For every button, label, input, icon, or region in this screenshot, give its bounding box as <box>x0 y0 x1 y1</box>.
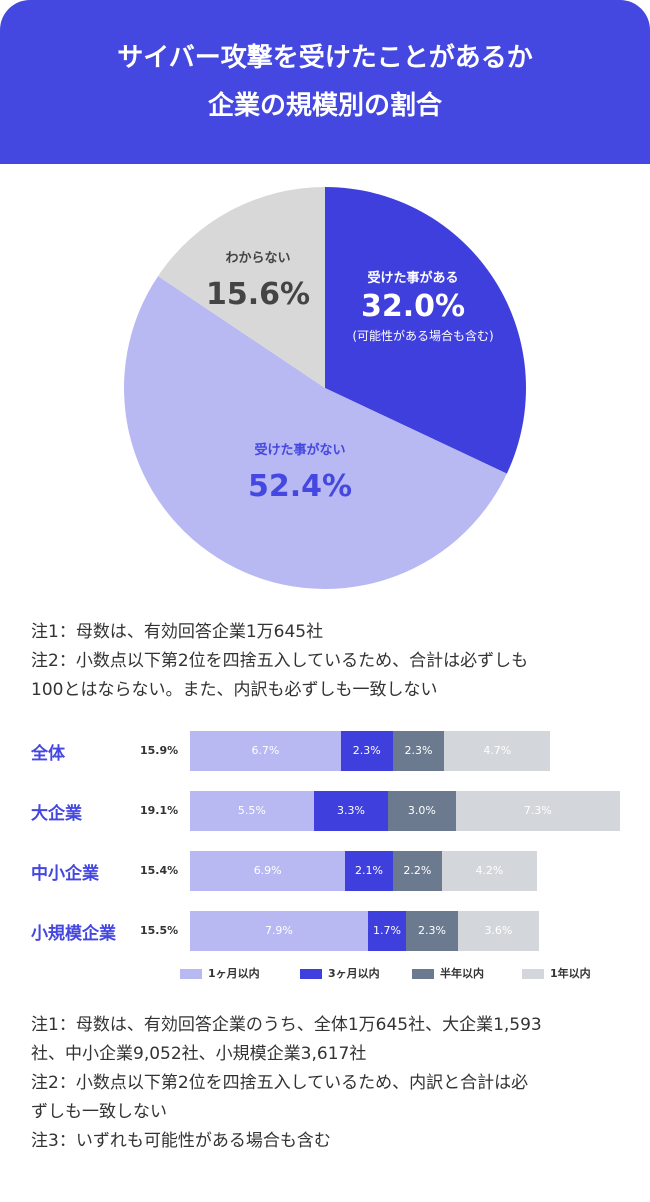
bar-row-small-segment: 2.3% <box>406 911 458 951</box>
pie-slice-value: 32.0% <box>361 289 465 324</box>
bar-row-all-segment: 2.3% <box>392 731 445 771</box>
title-banner: サイバー攻撃を受けたことがあるか 企業の規模別の割合 <box>0 0 650 164</box>
pie-slice-no <box>123 276 507 589</box>
legend-item: 1年以内 <box>522 965 591 981</box>
bar-row-large-total: 19.1% <box>140 804 179 817</box>
note-line: 注2：小数点以下第2位を四捨五入しているため、内訳と合計は必 <box>31 1073 529 1093</box>
note-line: 社、中小企業9,052社、小規模企業3,617社 <box>31 1044 367 1064</box>
bar-row-large-segment: 3.3% <box>313 791 389 831</box>
legend-swatch <box>180 969 202 979</box>
pie-slice-note: (可能性がある場合も含む) <box>352 328 493 343</box>
legend-label: 3ヶ月以内 <box>328 967 380 980</box>
bar-row-all-segment: 6.7% <box>190 731 341 771</box>
note-line: 注1：母数は、有効回答企業のうち、全体1万645社、大企業1,593 <box>31 1015 542 1035</box>
bar-row-large-segment: 5.5% <box>190 791 314 831</box>
bar-row-all-label: 全体 <box>31 744 65 764</box>
pie-slice-value: 15.6% <box>206 277 310 312</box>
pie-notes: 注1：母数は、有効回答企業1万645社 注2：小数点以下第2位を四捨五入している… <box>31 618 528 705</box>
legend-swatch <box>412 969 434 979</box>
legend-label: 1年以内 <box>550 967 591 980</box>
pie-slice-label: 受けた事がある <box>367 270 458 286</box>
bar-row-all-segment: 2.3% <box>340 731 393 771</box>
bar-row-all-segment: 4.7% <box>444 731 551 771</box>
pie-slice-value: 52.4% <box>248 469 352 504</box>
pie-slice-label: 受けた事がない <box>254 442 345 458</box>
bar-row-sme-total: 15.4% <box>140 864 179 877</box>
legend-item: 3ヶ月以内 <box>300 965 380 981</box>
note-line: 注1：母数は、有効回答企業1万645社 <box>31 622 324 642</box>
bar-row-large-segment: 7.3% <box>455 791 620 831</box>
note-line: 注2：小数点以下第2位を四捨五入しているため、合計は必ずしも <box>31 651 529 671</box>
legend-label: 半年以内 <box>440 967 484 980</box>
note-line: ずしも一致しない <box>31 1102 167 1122</box>
legend-swatch <box>300 969 322 979</box>
title-line-1: サイバー攻撃を受けたことがあるか <box>117 43 533 73</box>
legend-swatch <box>522 969 544 979</box>
bar-notes: 注1：母数は、有効回答企業のうち、全体1万645社、大企業1,593 社、中小企… <box>31 1011 542 1156</box>
bar-row-small-label: 小規模企業 <box>31 924 116 944</box>
pie-slice-unknown <box>158 187 325 388</box>
pie-slice-yes <box>325 187 526 474</box>
note-line: 注3：いずれも可能性がある場合も含む <box>31 1131 331 1151</box>
bar-row-small-total: 15.5% <box>140 924 179 937</box>
bar-row-large-segment: 3.0% <box>388 791 456 831</box>
bar-row-all-total: 15.9% <box>140 744 179 757</box>
bar-row-sme-segment: 2.1% <box>345 851 393 891</box>
bar-row-small-segment: 1.7% <box>367 911 407 951</box>
bar-row-sme-segment: 2.2% <box>392 851 443 891</box>
legend-item: 半年以内 <box>412 965 484 981</box>
bar-row-small-segment: 7.9% <box>190 911 368 951</box>
bar-row-sme-segment: 6.9% <box>190 851 346 891</box>
note-line: 100とはならない。また、内訳も必ずしも一致しない <box>31 680 438 700</box>
pie-slice-label: わからない <box>225 251 290 266</box>
bar-row-small-segment: 3.6% <box>457 911 539 951</box>
pie-chart: 受けた事がある 32.0% (可能性がある場合も含む) 受けた事がない 52.4% わから… <box>123 187 526 589</box>
bar-row-sme-segment: 4.2% <box>442 851 537 891</box>
bar-row-sme-label: 中小企業 <box>31 864 99 884</box>
legend-item: 1ヶ月以内 <box>180 965 260 981</box>
title-line-2: 企業の規模別の割合 <box>207 91 442 121</box>
bar-row-large-label: 大企業 <box>31 804 82 824</box>
legend-label: 1ヶ月以内 <box>208 967 260 980</box>
